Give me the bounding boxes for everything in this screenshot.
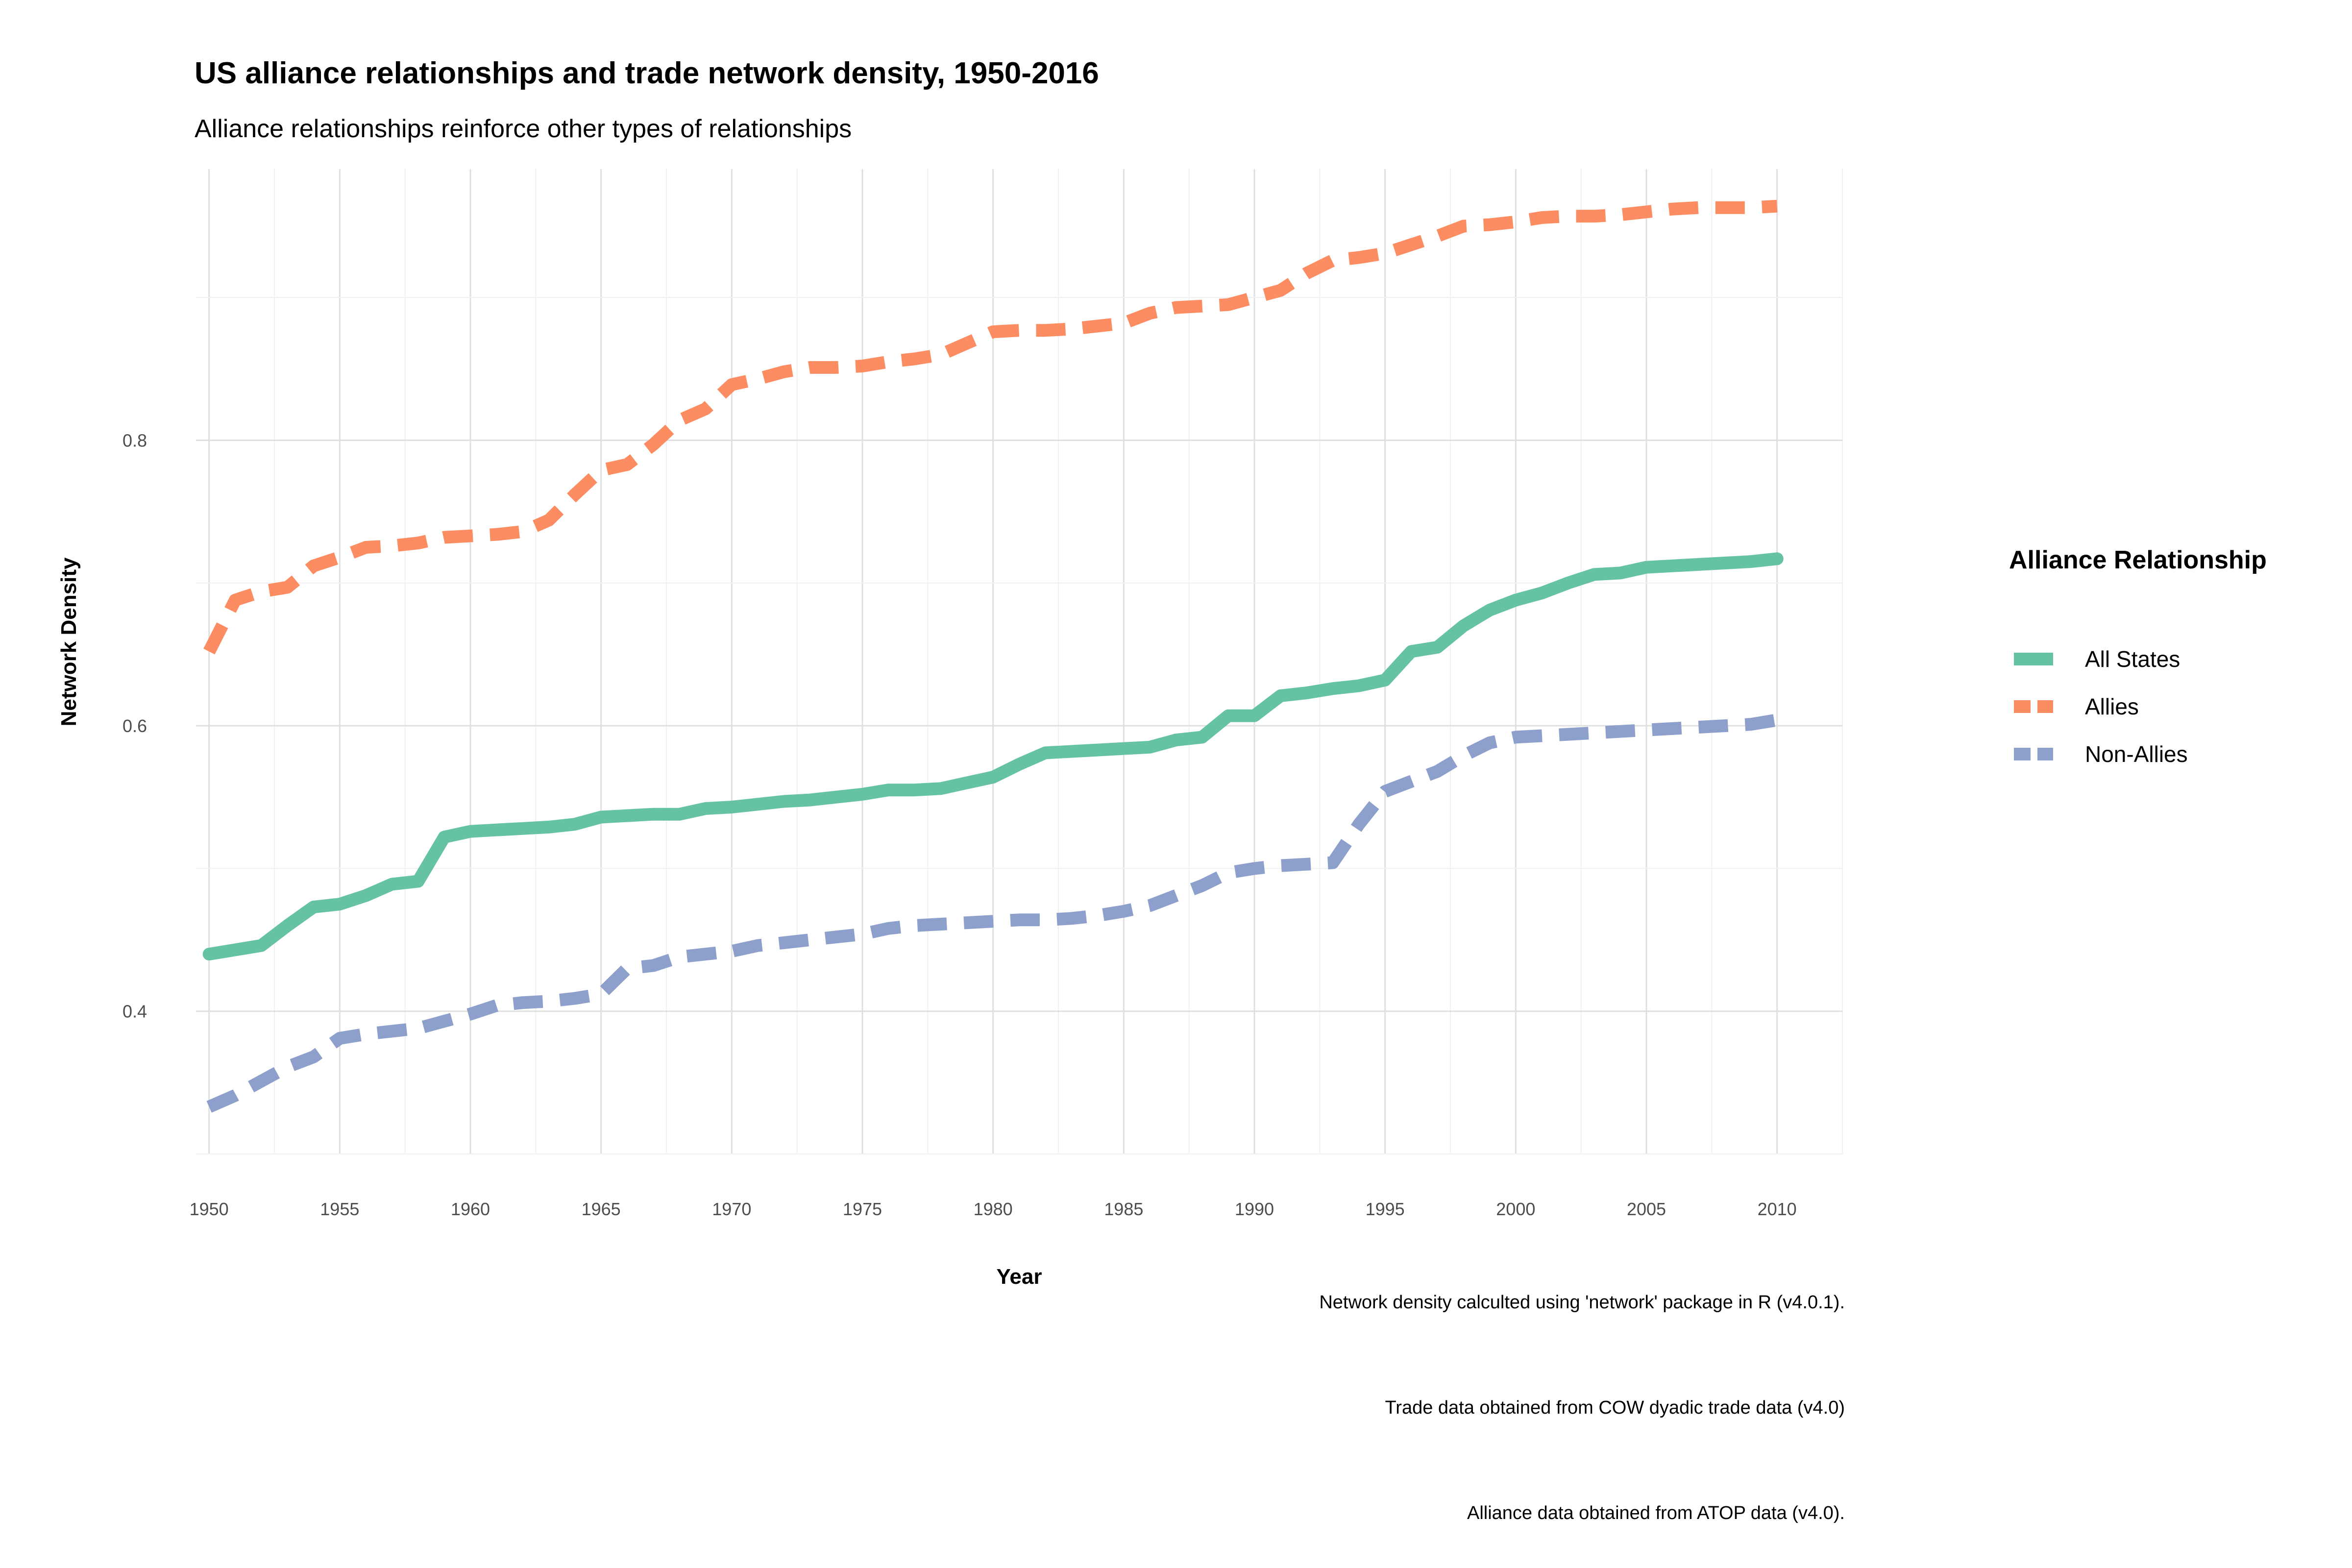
chart-title: US alliance relationships and trade netw… <box>195 56 1099 90</box>
x-tick-label: 2010 <box>1758 1199 1797 1219</box>
x-tick-label: 1950 <box>190 1199 229 1219</box>
x-axis-title: Year <box>997 1265 1042 1289</box>
captions: Network density calculted using 'network… <box>1319 1292 1845 1523</box>
x-tick-label: 1970 <box>712 1199 751 1219</box>
caption-alliance: Alliance data obtained from ATOP data (v… <box>1467 1503 1845 1523</box>
y-tick-label: 0.8 <box>122 430 147 450</box>
caption-trade: Trade data obtained from COW dyadic trad… <box>1385 1397 1845 1418</box>
x-tick-label: 2005 <box>1627 1199 1666 1219</box>
legend: Alliance Relationship All States Allies No… <box>2009 546 2267 767</box>
y-axis-ticks: 0.4 0.6 0.8 <box>122 430 147 1021</box>
series-line-allies <box>203 199 1778 655</box>
x-tick-label: 1955 <box>320 1199 359 1219</box>
plot-lines <box>202 199 1784 1113</box>
x-tick-label: 2000 <box>1496 1199 1535 1219</box>
x-axis-ticks: 1950 1955 1960 1965 1970 1975 1980 1985 1990 1995… <box>190 1199 1797 1219</box>
legend-items: All States Allies Non-Allies <box>2014 646 2188 767</box>
y-axis-title: Network Density <box>57 557 81 726</box>
chart-subtitle: Alliance relationships reinforce other t… <box>195 115 852 143</box>
y-tick-label: 0.4 <box>122 1002 147 1022</box>
legend-label: Non-Allies <box>2085 741 2188 767</box>
caption-network: Network density calculted using 'network… <box>1319 1292 1845 1313</box>
x-tick-label: 1990 <box>1235 1199 1274 1219</box>
series-line-non-allies <box>206 713 1778 1113</box>
x-tick-label: 1975 <box>843 1199 882 1219</box>
series-line-all-states <box>202 552 1784 961</box>
plot-grid <box>196 169 1843 1154</box>
legend-label: Allies <box>2085 694 2139 719</box>
x-tick-label: 1960 <box>451 1199 490 1219</box>
x-tick-label: 1965 <box>582 1199 621 1219</box>
x-tick-label: 1980 <box>974 1199 1013 1219</box>
legend-label: All States <box>2085 646 2180 672</box>
x-tick-label: 1985 <box>1104 1199 1143 1219</box>
x-tick-label: 1995 <box>1366 1199 1405 1219</box>
y-tick-label: 0.6 <box>122 716 147 736</box>
legend-title: Alliance Relationship <box>2009 546 2267 574</box>
